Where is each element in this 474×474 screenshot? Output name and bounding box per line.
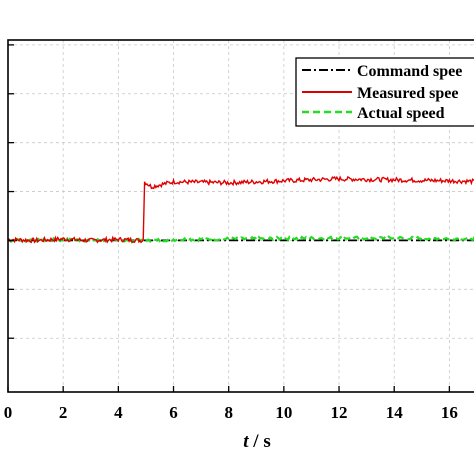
series-line-measured-speed — [7, 175, 474, 244]
legend-label-measured: Measured spee — [357, 85, 458, 102]
x-tick-label: 14 — [386, 403, 404, 422]
y-axis-ticks — [8, 44, 14, 339]
plot-frame — [7, 39, 474, 393]
series-layer — [7, 175, 474, 244]
x-tick-label: 16 — [441, 403, 458, 422]
legend-label-actual: Actual speed — [357, 105, 445, 122]
x-tick-label: 4 — [114, 403, 123, 422]
legend-label-command: Command spee — [357, 63, 462, 80]
x-tick-label: 8 — [224, 403, 233, 422]
x-axis-ticks: 0 2 4 6 8 10 12 14 16 — [4, 386, 458, 422]
legend: Command spee Measured spee Actual speed — [295, 57, 474, 127]
x-tick-label: 12 — [331, 403, 348, 422]
x-tick-label: 0 — [4, 403, 13, 422]
x-axis-title: t / s — [243, 431, 270, 452]
x-tick-label: 10 — [275, 403, 292, 422]
x-tick-label: 2 — [59, 403, 68, 422]
x-tick-label: 6 — [169, 403, 178, 422]
